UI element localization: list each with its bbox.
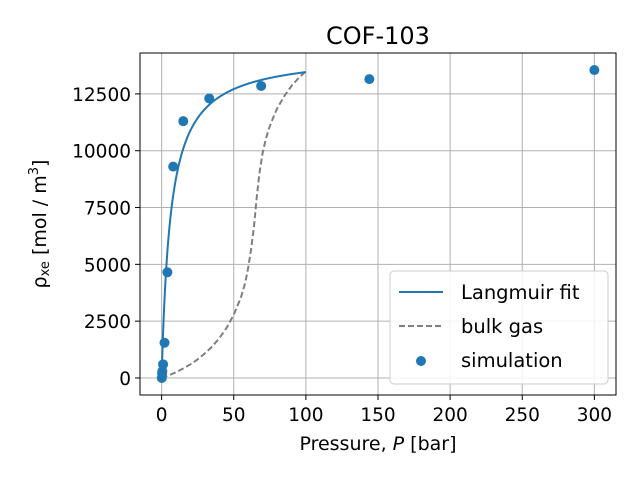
x-tick-label: 0 [156,405,168,426]
simulation-point [158,359,169,370]
legend-langmuir-label: Langmuir fit [461,281,580,304]
y-tick-label: 0 [119,369,131,390]
x-tick-label: 300 [577,405,612,426]
axis-ticks: 0 50 100 150 200 250 300 0 2500 5000 7500 10000 1250… [72,85,612,426]
x-tick-label: 100 [288,405,323,426]
legend-simulation-label: simulation [461,349,563,372]
y-tick-label: 7500 [84,199,131,220]
legend: Langmuir fit bulk gas simulation [389,270,609,385]
x-tick-label: 150 [360,405,395,426]
simulation-point [256,80,267,91]
legend-simulation-swatch [416,356,426,366]
bulk-gas-line [161,70,307,379]
chart-title: COF-103 [326,22,430,50]
y-tick-label: 5000 [84,255,131,276]
x-axis-label: Pressure, P [bar] [299,433,456,455]
y-tick-label: 2500 [84,312,131,333]
simulation-point [168,161,179,172]
simulation-point [162,267,173,278]
simulation-point [159,337,170,348]
grid-lines [140,53,616,395]
y-tick-label: 10000 [72,142,131,163]
langmuir-fit-line [160,71,307,378]
simulation-point [204,93,215,104]
plot-area [156,65,600,383]
x-tick-label: 250 [505,405,540,426]
legend-box [389,270,609,385]
simulation-point [364,74,375,85]
y-tick-label: 12500 [72,85,131,106]
legend-bulk-gas-label: bulk gas [461,315,543,338]
simulation-point [178,116,189,127]
x-tick-label: 50 [222,405,246,426]
x-tick-label: 200 [432,405,467,426]
y-axis-label: ρxe [mol / m3] [27,160,53,289]
simulation-point [589,65,600,76]
